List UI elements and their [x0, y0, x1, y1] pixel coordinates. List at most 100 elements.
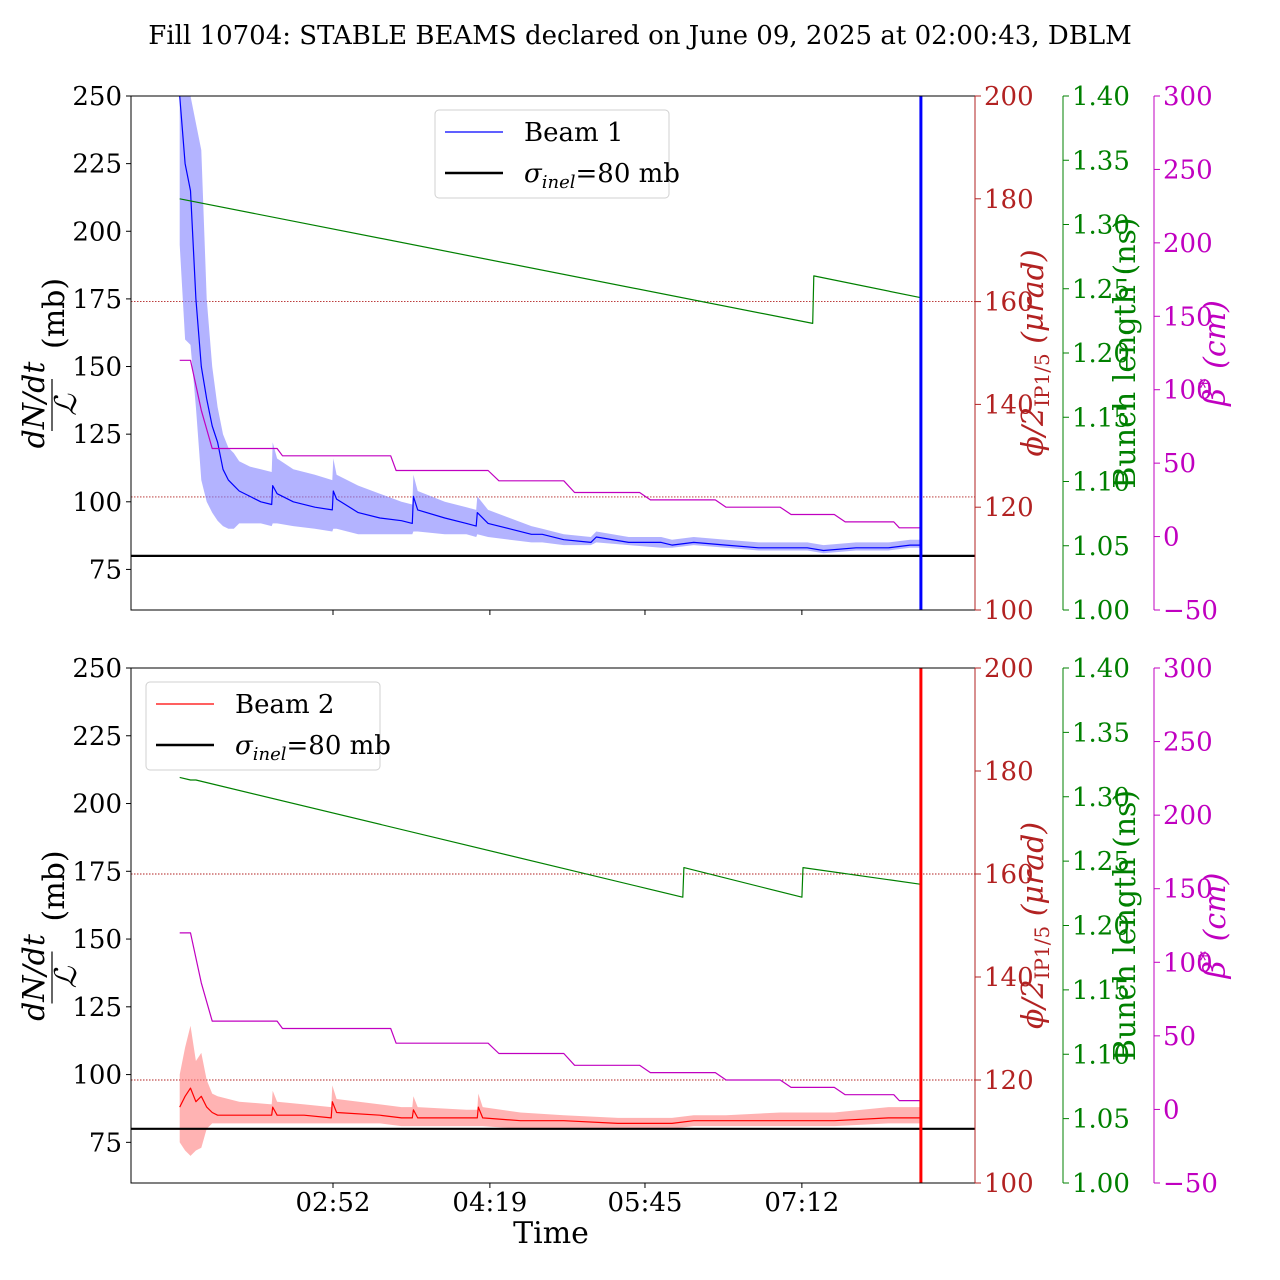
- --line: [179, 359, 921, 529]
- bunch-length-line: [179, 776, 921, 898]
- right-axis-tick-label: 180: [984, 185, 1034, 215]
- bunch-length-point: [802, 867, 803, 868]
- beam-1-point: [855, 547, 856, 548]
- right-axis-tick-label: 1.35: [1072, 718, 1130, 748]
- beam-2-point: [617, 1123, 618, 1124]
- beam-1-point: [509, 528, 510, 529]
- label-sup: *: [1194, 378, 1218, 388]
- right-axis-tick-label: 300: [1163, 82, 1213, 112]
- chart-panel-1: 75100125150175200225250dN/dtℒ(mb)1001201…: [17, 82, 1233, 626]
- beam-2-point: [331, 1117, 332, 1118]
- right-axis-label-text: ϕ/2IP1/5 (μrad): [1016, 822, 1054, 1029]
- crossing-axis: 100 120 140 160 180 200 ϕ/2IP1/5 (μrad): [974, 82, 1054, 626]
- right-axis-tick-label: −50: [1163, 1169, 1218, 1199]
- --point: [715, 1072, 716, 1073]
- beam-2-point: [888, 1117, 889, 1118]
- label-unit: (cm): [1198, 873, 1233, 951]
- --point: [563, 480, 564, 481]
- right-axis-tick-label: 250: [1163, 728, 1213, 758]
- bunch-length-point: [682, 897, 683, 898]
- bunch-length-point: [190, 779, 191, 780]
- y-tick-label: 225: [72, 150, 122, 180]
- label-sub: IP1/5: [1030, 353, 1054, 407]
- right-axis-tick-label: 180: [984, 757, 1034, 787]
- right-axis-tick-label: 100: [984, 1169, 1034, 1199]
- beam-2-point: [201, 1096, 202, 1097]
- beam-1-point: [249, 496, 250, 497]
- --point: [893, 521, 894, 522]
- beam-1-point: [413, 496, 414, 497]
- --point: [277, 1021, 278, 1022]
- beam-2-point: [228, 1115, 229, 1116]
- right-axis-label: ϕ/2IP1/5 (μrad): [1016, 822, 1054, 1029]
- right-axis-label: β* (cm): [1194, 873, 1233, 980]
- label-part: β: [1198, 388, 1233, 406]
- --point: [190, 932, 191, 933]
- bunch-length-line: [179, 198, 922, 324]
- --point: [396, 470, 397, 471]
- beam-1-point: [222, 469, 223, 470]
- right-axis-tick-label: 1.30: [1072, 211, 1130, 241]
- --point: [845, 1094, 846, 1095]
- beam-1-point: [358, 512, 359, 513]
- --point: [639, 1065, 640, 1066]
- beam-2-point: [563, 1120, 564, 1121]
- x-axis-label: Time: [513, 1216, 589, 1251]
- right-axis-tick-label: 100: [1163, 376, 1213, 406]
- y-tick-label: 250: [72, 82, 122, 112]
- label-part: ϕ/2: [1016, 979, 1051, 1029]
- y-tick-label: 75: [89, 555, 122, 585]
- label-unit: (μrad): [1016, 249, 1051, 353]
- crossing-axis: 100 120 140 160 180 200 ϕ/2IP1/5 (μrad): [974, 654, 1054, 1199]
- bunch-length-point: [179, 198, 180, 199]
- --point: [845, 521, 846, 522]
- beam-1-point: [379, 517, 380, 518]
- right-axis-tick-label: 1.30: [1072, 783, 1130, 813]
- beam-1-point: [823, 550, 824, 551]
- beam-1-point: [758, 547, 759, 548]
- bunch-length-point: [195, 779, 196, 780]
- beam-1-point: [412, 523, 413, 524]
- beam-2-point: [206, 1107, 207, 1108]
- beam-1-point: [488, 523, 489, 524]
- right-axis-tick-label: 1.05: [1072, 532, 1130, 562]
- beam-1-point: [910, 545, 911, 546]
- --point: [277, 448, 278, 449]
- beam-1-point: [542, 534, 543, 535]
- right-axis-tick-label: 140: [984, 390, 1034, 420]
- right-axis-tick-label: 200: [984, 82, 1034, 112]
- right-axis-tick-label: 120: [984, 1066, 1034, 1096]
- --point: [899, 1100, 900, 1101]
- beam-1-point: [206, 398, 207, 399]
- legend-entry-label: σinel=80 mb: [524, 159, 680, 193]
- beam-2-point: [834, 1120, 835, 1121]
- --point: [282, 1028, 283, 1029]
- label-rest: =80 mb: [576, 159, 680, 189]
- legend: Beam 2 σinel=80 mb: [145, 681, 391, 771]
- beam-2-point: [693, 1120, 694, 1121]
- legend-entry-label: σinel=80 mb: [235, 731, 391, 765]
- right-axis-tick-label: 1.10: [1072, 1040, 1130, 1070]
- y-axis-label-unit: (mb): [37, 278, 72, 349]
- right-axis-label: ϕ/2IP1/5 (μrad): [1016, 249, 1054, 456]
- beam-1-point: [333, 490, 334, 491]
- y-axis-label-unit: (mb): [37, 850, 72, 921]
- --point: [563, 1053, 564, 1054]
- beam-1-point: [888, 547, 889, 548]
- y-axis-label: dN/dtℒ (mb): [17, 850, 84, 1020]
- beam-1-point: [201, 366, 202, 367]
- right-axis-tick-label: 1.15: [1072, 403, 1130, 433]
- --point: [726, 507, 727, 508]
- label-unit: (cm): [1198, 300, 1233, 378]
- x-tick-label: 07:12: [764, 1188, 839, 1218]
- --point: [780, 1079, 781, 1080]
- beam-1-point: [185, 163, 186, 164]
- right-axis-tick-label: 200: [984, 654, 1034, 684]
- y-axis-label-numerator: dN/dt: [17, 361, 52, 449]
- label-part: σ: [235, 731, 254, 761]
- panels-container: 75100125150175200225250dN/dtℒ(mb)1001201…: [17, 82, 1233, 1251]
- right-axis-tick-label: 50: [1163, 449, 1196, 479]
- beam-2-point: [412, 1117, 413, 1118]
- --point: [715, 499, 716, 500]
